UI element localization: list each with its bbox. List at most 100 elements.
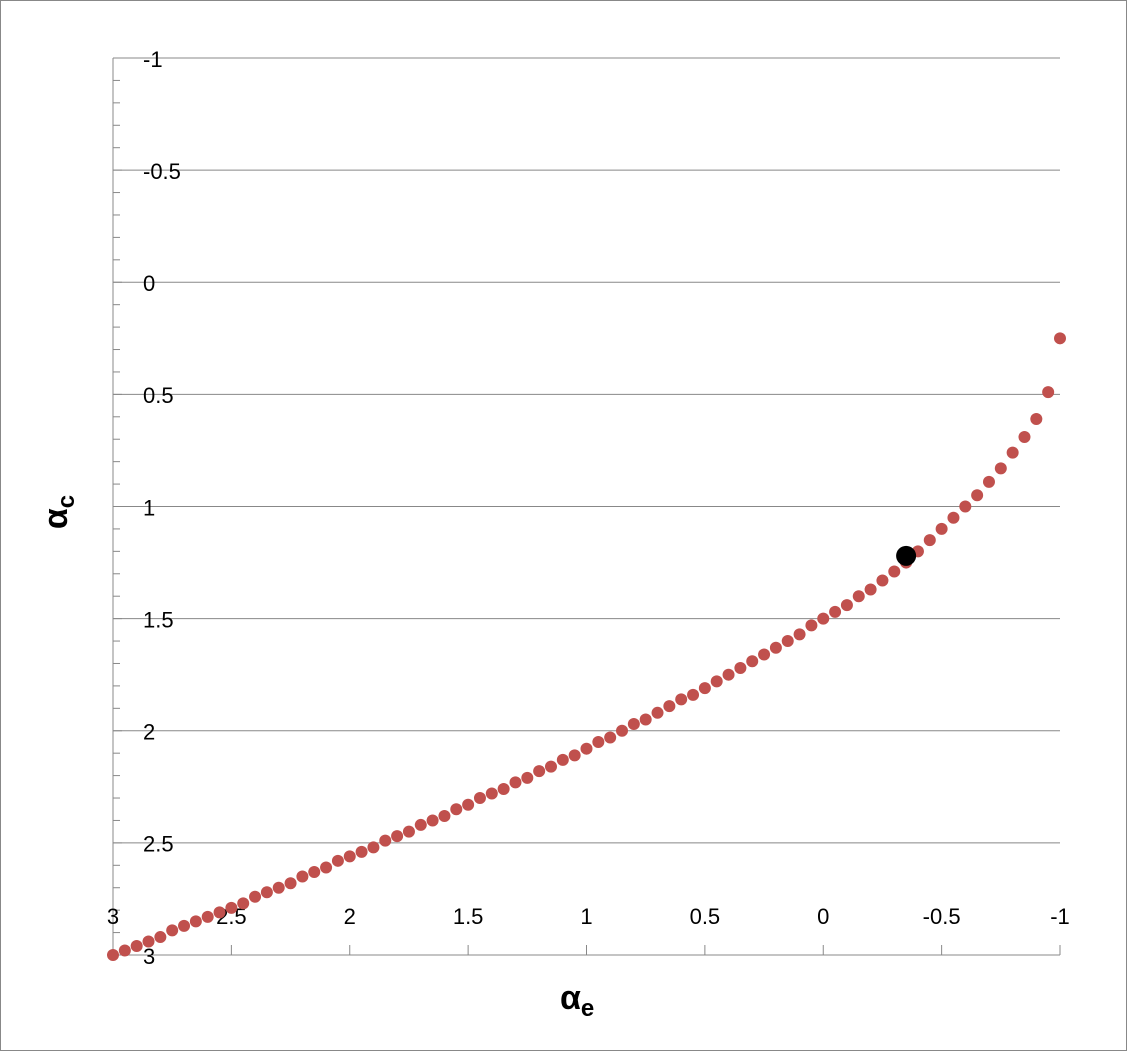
point bbox=[994, 462, 1007, 475]
point bbox=[604, 731, 617, 744]
point bbox=[355, 845, 368, 858]
point bbox=[923, 534, 936, 547]
y-tick-label: -0.5 bbox=[143, 159, 181, 184]
point bbox=[556, 753, 569, 766]
y-tick-label: -1 bbox=[143, 47, 163, 72]
y-tick-label: 3 bbox=[143, 944, 155, 969]
point bbox=[710, 675, 723, 688]
point bbox=[1006, 446, 1019, 459]
point bbox=[107, 949, 119, 961]
point bbox=[580, 742, 593, 755]
point bbox=[627, 718, 640, 731]
point bbox=[438, 809, 451, 822]
point bbox=[225, 901, 238, 914]
point bbox=[367, 841, 380, 854]
point bbox=[876, 574, 889, 587]
point bbox=[533, 765, 546, 778]
point bbox=[896, 545, 917, 566]
y-axis-symbol: α bbox=[37, 508, 75, 529]
point bbox=[320, 861, 333, 874]
point bbox=[651, 706, 664, 719]
point bbox=[1030, 413, 1043, 426]
y-axis-label: αc bbox=[37, 495, 80, 529]
point bbox=[687, 688, 700, 701]
point bbox=[758, 648, 771, 661]
y-tick-label: 0.5 bbox=[143, 383, 174, 408]
point bbox=[769, 641, 782, 654]
point bbox=[817, 612, 830, 625]
point bbox=[485, 787, 498, 800]
point bbox=[189, 915, 202, 928]
x-tick-label: 2 bbox=[344, 904, 356, 929]
point bbox=[722, 668, 735, 681]
x-tick-label: 1.5 bbox=[453, 904, 484, 929]
point bbox=[201, 910, 214, 923]
point bbox=[509, 776, 522, 789]
x-tick-label: 0.5 bbox=[690, 904, 721, 929]
point bbox=[414, 818, 427, 831]
point bbox=[829, 605, 842, 618]
point bbox=[308, 866, 321, 879]
point bbox=[852, 590, 865, 603]
y-axis-subscript: c bbox=[53, 495, 80, 508]
x-axis-symbol: α bbox=[560, 979, 581, 1017]
point bbox=[178, 919, 191, 932]
point bbox=[379, 834, 392, 847]
point bbox=[639, 713, 652, 726]
point bbox=[166, 924, 179, 937]
x-tick-label: 0 bbox=[817, 904, 829, 929]
point bbox=[734, 661, 747, 674]
point bbox=[284, 877, 297, 890]
point bbox=[521, 771, 534, 784]
x-axis-label: αe bbox=[560, 979, 594, 1022]
point bbox=[473, 792, 486, 805]
point bbox=[154, 931, 167, 944]
y-tick-label: 1 bbox=[143, 495, 155, 520]
point bbox=[1042, 386, 1055, 399]
point bbox=[450, 803, 463, 816]
point bbox=[118, 944, 131, 957]
x-tick-label: 3 bbox=[107, 904, 119, 929]
point bbox=[793, 628, 806, 641]
point bbox=[142, 935, 155, 948]
x-tick-label: -0.5 bbox=[923, 904, 961, 929]
point bbox=[616, 724, 629, 737]
point bbox=[888, 565, 901, 578]
point bbox=[497, 783, 510, 796]
point bbox=[249, 890, 262, 903]
point bbox=[947, 511, 960, 524]
point bbox=[296, 870, 309, 883]
point bbox=[331, 854, 344, 867]
point bbox=[840, 599, 853, 612]
point bbox=[746, 655, 759, 668]
x-tick-label: -1 bbox=[1050, 904, 1070, 929]
x-axis-subscript: e bbox=[581, 995, 594, 1022]
y-tick-label: 2.5 bbox=[143, 832, 174, 857]
y-tick-label: 0 bbox=[143, 271, 155, 296]
point bbox=[391, 830, 404, 843]
point bbox=[592, 735, 605, 748]
point bbox=[959, 500, 972, 513]
y-tick-label: 1.5 bbox=[143, 607, 174, 632]
x-tick-label: 1 bbox=[580, 904, 592, 929]
point bbox=[426, 814, 439, 827]
point bbox=[675, 693, 688, 706]
point bbox=[343, 850, 356, 863]
point bbox=[462, 798, 475, 811]
point bbox=[864, 583, 877, 596]
point bbox=[1054, 332, 1066, 345]
point bbox=[982, 475, 995, 488]
point bbox=[213, 906, 226, 919]
point bbox=[698, 682, 711, 695]
point bbox=[805, 619, 818, 632]
point bbox=[272, 881, 285, 894]
point bbox=[402, 825, 415, 838]
point bbox=[935, 522, 948, 535]
point bbox=[568, 749, 581, 762]
point bbox=[663, 700, 676, 713]
point bbox=[1018, 430, 1031, 443]
point bbox=[544, 760, 557, 773]
point bbox=[260, 886, 273, 899]
y-tick-label: 2 bbox=[143, 720, 155, 745]
